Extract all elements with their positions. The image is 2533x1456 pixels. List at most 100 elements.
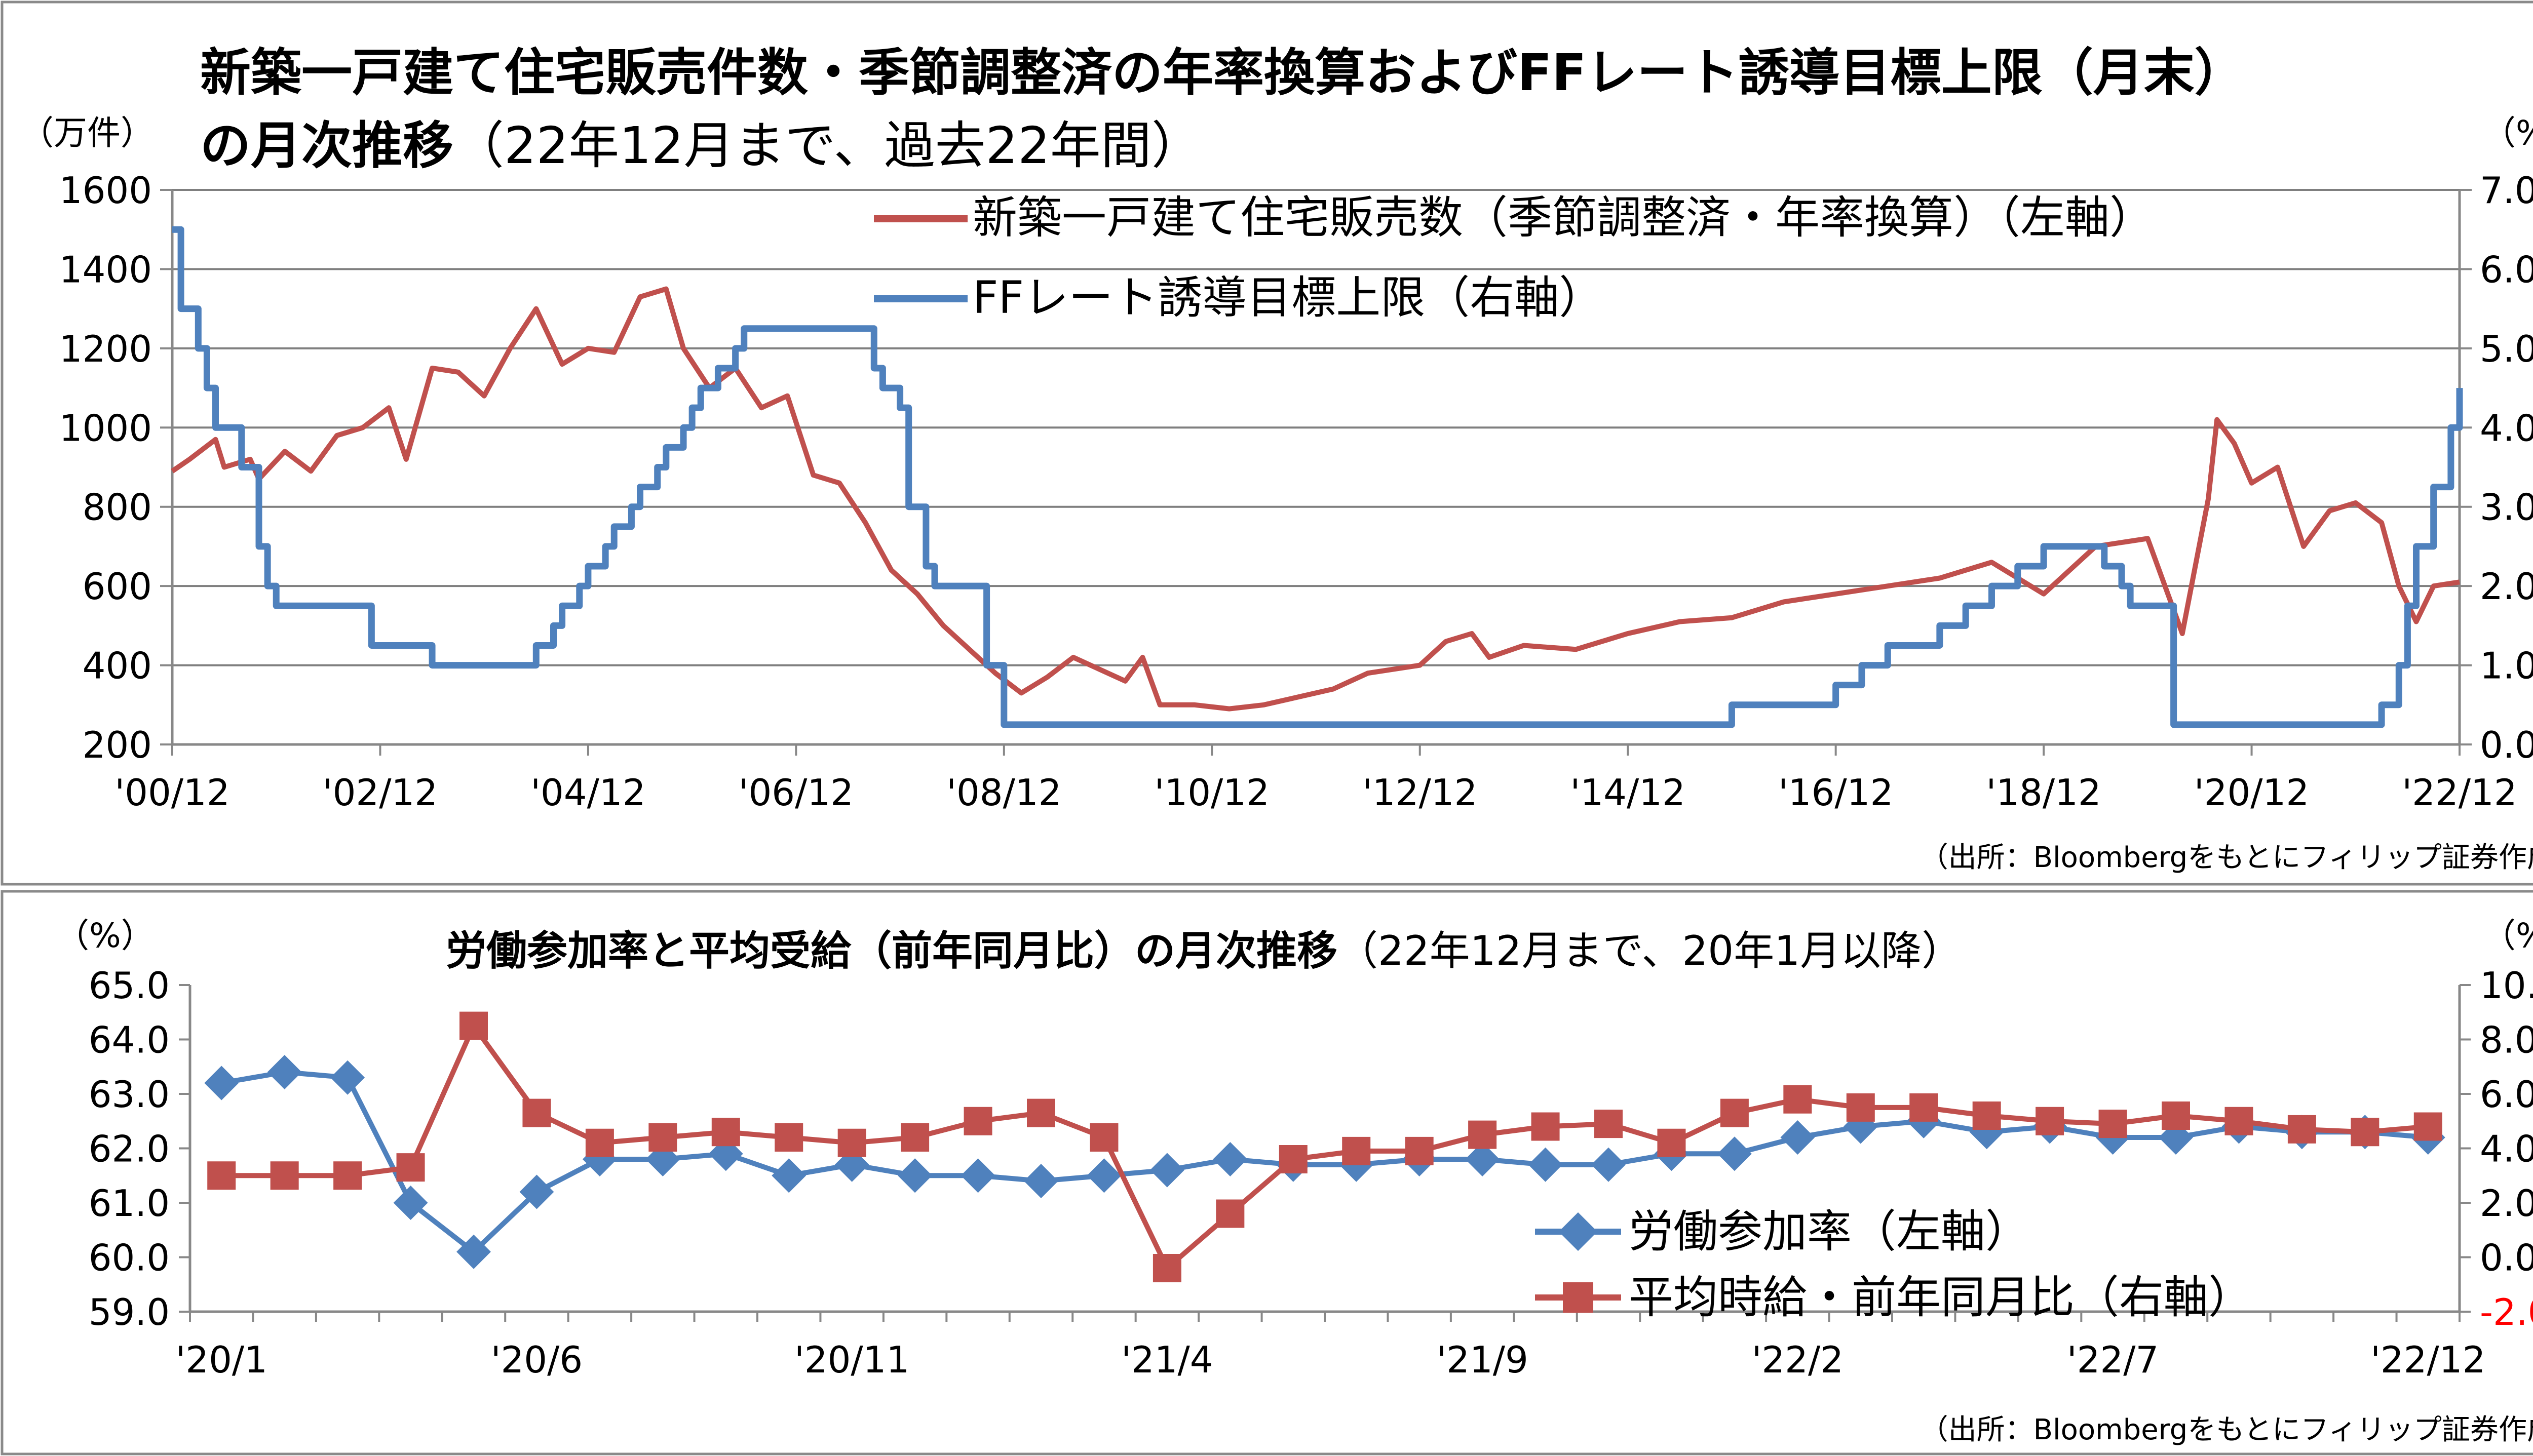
wage-point bbox=[1846, 1093, 1875, 1122]
bottom-left-tick-label: 65.0 bbox=[89, 964, 170, 1007]
wage-point bbox=[1594, 1110, 1623, 1138]
top-left-unit: （万件） bbox=[20, 113, 154, 152]
wage-point bbox=[2287, 1115, 2316, 1144]
bottom-left-tick-label: 60.0 bbox=[89, 1237, 170, 1279]
top-x-axis-labels: '00/12 '02/12 '04/12 '06/12 '08/12 '10/12 '12/… bbox=[114, 771, 2517, 814]
top-left-tick-label: 1400 bbox=[59, 248, 152, 291]
bottom-right-tick-label: 4.0 bbox=[2480, 1128, 2533, 1170]
top-x-tick-label: '10/12 bbox=[1155, 771, 1270, 814]
wage-point bbox=[207, 1161, 236, 1190]
bottom-left-tick-label: 61.0 bbox=[89, 1182, 170, 1225]
participation-point bbox=[1087, 1158, 1122, 1193]
top-x-tick-label: '06/12 bbox=[739, 771, 854, 814]
wage-point bbox=[1279, 1145, 1308, 1173]
top-right-tick-label: 5.0 bbox=[2480, 328, 2533, 370]
top-subtitle: の月次推移（22年12月まで、過去22年間） bbox=[200, 116, 1202, 175]
top-series bbox=[171, 226, 2463, 728]
wage-point bbox=[333, 1161, 362, 1190]
top-x-tick-label: '08/12 bbox=[946, 771, 1061, 814]
bottom-left-unit: （%） bbox=[56, 916, 155, 955]
top-left-tick-label: 1600 bbox=[59, 169, 152, 212]
wage-point bbox=[522, 1098, 551, 1127]
bottom-left-tick-label: 64.0 bbox=[89, 1019, 170, 1061]
wage-point bbox=[1090, 1123, 1119, 1152]
bottom-source-note: （出所：Bloombergをもとにフィリップ証券作成） bbox=[1920, 1413, 2533, 1446]
ff-rate-line bbox=[172, 226, 2463, 728]
bottom-x-tick-label: '22/12 bbox=[2370, 1339, 2485, 1381]
legend-marker-wage bbox=[1563, 1282, 1593, 1313]
top-x-tick-label: '12/12 bbox=[1362, 771, 1477, 814]
wage-point bbox=[1468, 1120, 1497, 1149]
top-source-note: （出所：Bloombergをもとにフィリップ証券作成） bbox=[1920, 841, 2533, 874]
top-right-tick-label: 2.0 bbox=[2480, 565, 2533, 608]
legend-label-housing: 新築一戸建て住宅販売数（季節調整済・年率換算）（左軸） bbox=[973, 191, 2154, 244]
bottom-x-tick-label: '20/6 bbox=[491, 1339, 583, 1381]
wage-point bbox=[1783, 1085, 1812, 1114]
bottom-x-axis-labels: '20/1 '20/6 '20/11 '21/4 '21/9 '22/2 '22/7 '22/… bbox=[175, 1339, 2485, 1381]
participation-point bbox=[1213, 1142, 1248, 1176]
bottom-right-tick-label: 0.0 bbox=[2480, 1237, 2533, 1279]
wage-point bbox=[1027, 1098, 1055, 1127]
wage-point bbox=[1531, 1112, 1560, 1141]
top-x-tick-label: '22/12 bbox=[2402, 771, 2517, 814]
wage-point bbox=[585, 1128, 614, 1157]
bottom-x-tick-label: '20/1 bbox=[175, 1339, 267, 1381]
top-right-tick-label: 0.0 bbox=[2480, 724, 2533, 766]
participation-point bbox=[772, 1158, 807, 1193]
top-title: 新築一戸建て住宅販売件数・季節調整済の年率換算およびFFレート誘導目標上限（月末… bbox=[200, 43, 2245, 102]
top-right-tick-label: 6.0 bbox=[2480, 248, 2533, 291]
participation-point bbox=[961, 1158, 995, 1193]
top-right-tick-label: 4.0 bbox=[2480, 407, 2533, 449]
top-left-tick-label: 600 bbox=[83, 565, 152, 608]
top-left-tick-label: 1200 bbox=[59, 328, 152, 370]
participation-point bbox=[393, 1186, 428, 1220]
top-left-tick-label: 200 bbox=[83, 724, 152, 766]
legend-label-ffrate: FFレート誘導目標上限（右軸） bbox=[973, 271, 1603, 324]
wage-point bbox=[964, 1107, 992, 1135]
wage-point bbox=[648, 1123, 677, 1152]
top-axes bbox=[160, 189, 2472, 756]
bottom-x-tick-label: '22/7 bbox=[2067, 1339, 2159, 1381]
participation-point bbox=[267, 1055, 302, 1089]
participation-point bbox=[519, 1174, 554, 1209]
wage-point bbox=[1972, 1101, 2001, 1130]
bottom-series bbox=[204, 1011, 2445, 1282]
top-right-axis-labels: 0.0 1.0 2.0 3.0 4.0 5.0 6.0 7.0 bbox=[2480, 169, 2533, 766]
top-x-tick-label: '04/12 bbox=[530, 771, 645, 814]
wage-point bbox=[2162, 1101, 2190, 1130]
top-right-tick-label: 3.0 bbox=[2480, 486, 2533, 529]
participation-point bbox=[456, 1234, 491, 1269]
top-subtitle-bold: の月次推移 bbox=[200, 116, 453, 175]
participation-point bbox=[1528, 1147, 1563, 1182]
top-left-axis-labels: 200 400 600 800 1000 1200 1400 1600 bbox=[59, 169, 152, 766]
wage-point bbox=[775, 1123, 803, 1152]
wage-point bbox=[1405, 1136, 1434, 1165]
top-left-tick-label: 400 bbox=[83, 645, 152, 687]
top-x-tick-label: '14/12 bbox=[1570, 771, 1685, 814]
wage-point bbox=[1657, 1128, 1686, 1157]
wage-point bbox=[2224, 1107, 2253, 1135]
wage-point bbox=[837, 1128, 866, 1157]
bottom-right-unit: （%） bbox=[2482, 916, 2533, 955]
top-x-tick-label: '00/12 bbox=[114, 771, 229, 814]
top-legend: 新築一戸建て住宅販売数（季節調整済・年率換算）（左軸） FFレート誘導目標上限（… bbox=[874, 191, 2154, 324]
participation-point bbox=[1024, 1164, 1058, 1198]
bottom-left-tick-label: 59.0 bbox=[89, 1291, 170, 1333]
bottom-x-tick-label: '22/2 bbox=[1752, 1339, 1844, 1381]
wage-point bbox=[270, 1161, 299, 1190]
bottom-left-tick-label: 62.0 bbox=[89, 1128, 170, 1170]
bottom-title-bold: 労働参加率と平均受給（前年同月比）の月次推移 bbox=[446, 927, 1337, 974]
bottom-right-tick-label: 2.0 bbox=[2480, 1182, 2533, 1225]
wage-point bbox=[1216, 1199, 1245, 1228]
bottom-right-tick-label: -2.0 bbox=[2480, 1291, 2533, 1333]
bottom-legend: 労働参加率（左軸） 平均時給・前年同月比（右軸） bbox=[1535, 1205, 2253, 1323]
bottom-right-tick-label: 8.0 bbox=[2480, 1019, 2533, 1061]
participation-point bbox=[330, 1060, 365, 1095]
top-x-tick-label: '16/12 bbox=[1778, 771, 1893, 814]
wage-point bbox=[1909, 1093, 1938, 1122]
top-x-tick-label: '18/12 bbox=[1986, 771, 2101, 814]
participation-point bbox=[1149, 1153, 1184, 1188]
bottom-title: 労働参加率と平均受給（前年同月比）の月次推移（22年12月まで、20年1月以降） bbox=[446, 927, 1962, 974]
housing-sales-line bbox=[171, 286, 2460, 712]
